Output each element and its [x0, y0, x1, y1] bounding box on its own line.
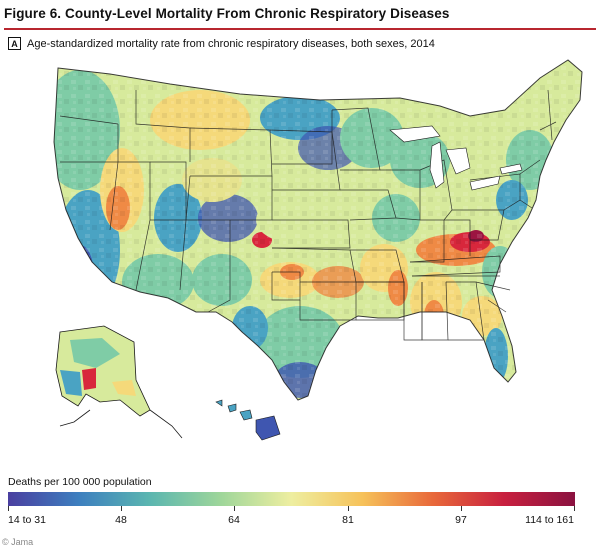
legend-tick	[234, 506, 235, 511]
legend-color-bar	[8, 492, 575, 506]
hawaii	[215, 399, 281, 441]
contiguous-us	[54, 60, 582, 400]
legend-tick	[121, 506, 122, 511]
alaska	[55, 325, 183, 439]
panel-letter: A	[8, 37, 21, 50]
legend-ticks	[8, 506, 575, 512]
legend-tick-label: 97	[455, 514, 467, 526]
legend-tick-label: 81	[342, 514, 354, 526]
great-lakes	[389, 125, 523, 191]
figure-title: Figure 6. County-Level Mortality From Ch…	[4, 6, 450, 21]
image-credit: © Jama	[2, 537, 34, 547]
title-rule	[4, 28, 596, 30]
legend: Deaths per 100 000 population 14 to 31 48…	[8, 470, 588, 545]
legend-tick	[574, 506, 575, 511]
legend-title: Deaths per 100 000 population	[8, 476, 152, 488]
legend-tick-label: 64	[228, 514, 240, 526]
panel-caption: Age-standardized mortality rate from chr…	[27, 37, 435, 50]
mortality-map	[0, 50, 600, 470]
legend-tick-label: 114 to 161	[525, 514, 574, 526]
legend-tick	[348, 506, 349, 511]
legend-tick-label: 48	[115, 514, 127, 526]
legend-tick	[8, 506, 9, 511]
us-county-map-svg	[53, 59, 583, 441]
legend-tick	[461, 506, 462, 511]
panel-header: A Age-standardized mortality rate from c…	[8, 37, 435, 50]
legend-tick-label: 14 to 31	[8, 514, 46, 526]
state-borders	[53, 59, 583, 401]
